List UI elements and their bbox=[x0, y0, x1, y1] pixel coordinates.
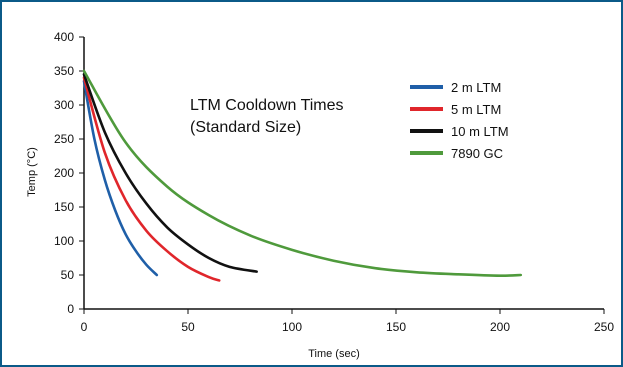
series-line-2-m-ltm bbox=[82, 79, 159, 277]
x-tick-label: 0 bbox=[81, 320, 88, 334]
y-tick-label: 200 bbox=[54, 166, 74, 180]
series-line-5-m-ltm bbox=[82, 76, 221, 282]
legend: 2 m LTM 5 m LTM 10 m LTM 7890 GC bbox=[410, 80, 509, 161]
y-tick-label: 0 bbox=[67, 302, 74, 316]
y-tick-label: 250 bbox=[54, 132, 74, 146]
y-tick-label: 400 bbox=[54, 30, 74, 44]
y-tick-label: 300 bbox=[54, 98, 74, 112]
x-tick-label: 200 bbox=[490, 320, 510, 334]
legend-label-2-m-ltm: 2 m LTM bbox=[451, 80, 501, 95]
chart-title: LTM Cooldown Times bbox=[190, 97, 344, 114]
x-axis-ticks: 0 50 100 150 200 250 bbox=[81, 309, 614, 334]
x-tick-label: 150 bbox=[386, 320, 406, 334]
y-tick-label: 150 bbox=[54, 200, 74, 214]
series-line-7890-gc bbox=[82, 69, 523, 277]
series-lines bbox=[82, 69, 523, 282]
legend-label-10-m-ltm: 10 m LTM bbox=[451, 124, 509, 139]
series-line-10-m-ltm bbox=[82, 73, 258, 273]
y-tick-label: 350 bbox=[54, 64, 74, 78]
y-axis-label: Temp (°C) bbox=[26, 147, 38, 197]
x-axis-label: Time (sec) bbox=[308, 348, 360, 360]
y-tick-label: 50 bbox=[61, 268, 75, 282]
x-tick-label: 100 bbox=[282, 320, 302, 334]
x-tick-label: 50 bbox=[181, 320, 195, 334]
legend-label-7890-gc: 7890 GC bbox=[451, 146, 503, 161]
y-axis-ticks: 0 50 100 150 200 250 300 350 400 bbox=[54, 30, 84, 316]
y-tick-label: 100 bbox=[54, 234, 74, 248]
x-tick-label: 250 bbox=[594, 320, 614, 334]
axes bbox=[83, 37, 604, 310]
legend-label-5-m-ltm: 5 m LTM bbox=[451, 102, 501, 117]
chart-subtitle: (Standard Size) bbox=[190, 119, 301, 136]
